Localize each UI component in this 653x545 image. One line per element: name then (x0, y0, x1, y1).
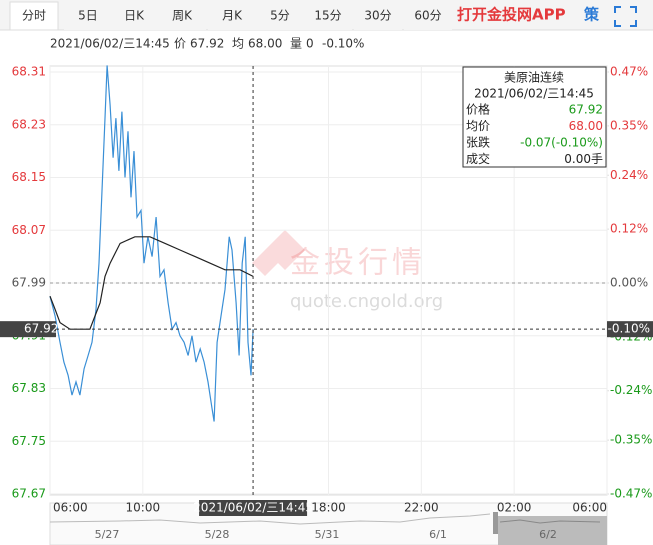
tab-label[interactable]: 15分 (314, 9, 341, 23)
y-tick-label: 68.07 (12, 223, 46, 237)
y2-tick-label: 0.35% (610, 118, 648, 132)
info-price: 67.92 (190, 37, 224, 51)
info-change: -0.10% (322, 37, 364, 51)
y2-tick-label: 0.12% (610, 222, 648, 236)
y2-tick-label: 0.47% (610, 65, 648, 79)
navigator-label: 5/27 (95, 528, 120, 541)
y-tick-label: 67.99 (12, 276, 46, 290)
tab-label[interactable]: 月K (222, 9, 243, 23)
y-tick-label: 67.83 (12, 381, 46, 395)
info-time: 2021/06/02/三14:45 (50, 37, 170, 51)
tooltip-row-label: 张跌 (466, 135, 490, 150)
price-line (49, 65, 254, 422)
tooltip-time: 2021/06/02/三14:45 (474, 87, 594, 101)
info-avg: 68.00 (248, 37, 282, 51)
crosshair-y2-label: -0.10% (608, 322, 650, 336)
tooltip-row-label: 均价 (466, 119, 490, 133)
y2-tick-label: 0.00% (610, 276, 648, 290)
y-tick-label: 67.67 (12, 487, 46, 501)
tab[interactable] (158, 2, 206, 30)
tab-label[interactable]: 分时 (22, 9, 46, 23)
tab-label[interactable]: 60分 (414, 9, 441, 23)
tab[interactable] (256, 2, 304, 30)
y-tick-label: 68.31 (12, 65, 46, 79)
tab-label[interactable]: 日K (124, 9, 145, 23)
crosshair-x-label-bg (199, 500, 308, 516)
crosshair-y2-label-bg (607, 321, 653, 338)
tooltip-row-value: -0.07(-0.10%) (520, 136, 603, 150)
watermark-name: 金投行情 (290, 246, 426, 281)
tab[interactable] (9, 1, 59, 31)
tab[interactable] (404, 2, 452, 30)
x-tick-label: 22:00 (404, 501, 439, 515)
navigator-selected-line (499, 519, 601, 524)
info-price-label: 价 (174, 37, 186, 51)
navigator-label: 5/28 (205, 528, 230, 541)
y2-tick-label: 0.24% (610, 168, 648, 182)
navigator-handle[interactable] (493, 512, 498, 534)
tab[interactable] (64, 2, 112, 30)
tooltip (462, 66, 607, 168)
tab-label[interactable]: 5日 (78, 9, 98, 23)
x-tick-label: 06:00 (53, 501, 88, 515)
crosshair-y-label-bg (0, 321, 56, 338)
x-tick-label: 10:00 (126, 501, 161, 515)
tab[interactable] (208, 2, 256, 30)
tab-label[interactable]: 周K (172, 9, 193, 23)
tab[interactable] (354, 2, 402, 30)
x-tick-label: 02:00 (497, 501, 532, 515)
tab-label[interactable]: 5分 (270, 9, 290, 23)
tab[interactable] (304, 2, 352, 30)
navigator-label: 6/2 (539, 528, 557, 541)
tooltip-row-value: 67.92 (569, 103, 603, 117)
y-tick-label: 68.15 (12, 170, 46, 184)
fullscreen-icon[interactable] (614, 6, 637, 27)
navigator-line (49, 513, 491, 525)
crosshair-x-label: 2021/06/02/三14:45 (193, 501, 313, 515)
watermark-logo (252, 230, 305, 276)
y2-tick-label: -0.24% (610, 383, 652, 397)
app-link[interactable]: 打开金投网APP (457, 6, 566, 24)
info-avg-label: 均 (232, 37, 244, 51)
info-volume: 0 (306, 37, 314, 51)
y2-tick-label: -0.35% (610, 433, 652, 447)
tooltip-row-value: 68.00 (569, 119, 603, 133)
tooltip-row-label: 成交 (466, 151, 490, 166)
navigator-label: 6/1 (429, 528, 447, 541)
navigator-label: 5/31 (315, 528, 340, 541)
tab[interactable] (110, 2, 158, 30)
y2-tick-label: -0.47% (610, 487, 652, 501)
y-tick-label: 67.75 (12, 434, 46, 448)
tab-label[interactable]: 30分 (364, 9, 391, 23)
x-tick-label: 06:00 (572, 501, 607, 515)
crosshair-y-label: 67.92 (24, 322, 58, 336)
info-volume-label: 量 (290, 37, 302, 51)
tooltip-row-label: 价格 (466, 102, 490, 117)
tooltip-row-value: 0.00手 (564, 152, 603, 166)
x-tick-label: 18:00 (311, 501, 346, 515)
price-line (49, 236, 254, 330)
tooltip-title: 美原油连续 (504, 70, 564, 85)
strategy-button[interactable]: 策 (583, 6, 600, 24)
watermark-url: quote.cngold.org (290, 291, 443, 312)
y-tick-label: 68.23 (12, 117, 46, 131)
